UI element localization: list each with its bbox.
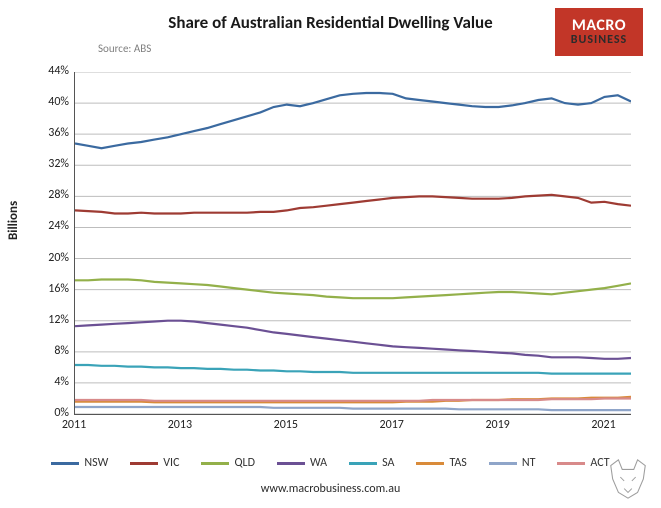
legend: NSW VIC QLD WA SA TAS NT ACT bbox=[0, 456, 661, 470]
legend-label: QLD bbox=[234, 456, 255, 470]
legend-label: SA bbox=[382, 456, 394, 470]
legend-item-qld: QLD bbox=[201, 456, 255, 470]
x-tick-label: 2021 bbox=[584, 418, 624, 432]
x-tick-label: 2013 bbox=[160, 418, 200, 432]
legend-swatch bbox=[201, 462, 229, 465]
logo-line-1: MACRO bbox=[572, 18, 626, 34]
y-tick-label: 44% bbox=[29, 64, 69, 78]
legend-item-vic: VIC bbox=[130, 456, 179, 470]
y-tick-label: 36% bbox=[29, 126, 69, 140]
y-tick-label: 40% bbox=[29, 95, 69, 109]
legend-label: NT bbox=[522, 456, 536, 470]
x-tick-label: 2017 bbox=[372, 418, 412, 432]
series-act bbox=[75, 399, 631, 401]
legend-label: NSW bbox=[84, 456, 108, 470]
chart-container: Share of Australian Residential Dwelling… bbox=[0, 0, 661, 508]
legend-item-tas: TAS bbox=[416, 456, 466, 470]
plot-area bbox=[74, 72, 631, 415]
y-tick-label: 8% bbox=[29, 344, 69, 358]
legend-swatch bbox=[277, 462, 305, 465]
x-tick-label: 2019 bbox=[478, 418, 518, 432]
legend-item-act: ACT bbox=[557, 456, 609, 470]
legend-item-nsw: NSW bbox=[51, 456, 108, 470]
y-tick-label: 4% bbox=[29, 375, 69, 389]
series-vic bbox=[75, 195, 631, 214]
y-tick-label: 24% bbox=[29, 219, 69, 233]
legend-swatch bbox=[416, 462, 444, 465]
y-tick-label: 20% bbox=[29, 251, 69, 265]
y-tick-label: 16% bbox=[29, 282, 69, 296]
y-tick-label: 28% bbox=[29, 188, 69, 202]
legend-item-wa: WA bbox=[277, 456, 327, 470]
legend-item-sa: SA bbox=[349, 456, 394, 470]
logo-macrobusiness: MACRO BUSINESS bbox=[555, 8, 643, 56]
series-sa bbox=[75, 365, 631, 374]
legend-label: VIC bbox=[163, 456, 179, 470]
legend-swatch bbox=[130, 462, 158, 465]
y-axis-label: Billions bbox=[6, 201, 21, 240]
legend-swatch bbox=[51, 462, 79, 465]
legend-item-nt: NT bbox=[489, 456, 536, 470]
website-url: www.macrobusiness.com.au bbox=[0, 482, 661, 496]
series-wa bbox=[75, 321, 631, 359]
source-label: Source: ABS bbox=[98, 42, 151, 55]
x-tick-label: 2015 bbox=[266, 418, 306, 432]
series-nt bbox=[75, 407, 631, 410]
wolf-icon bbox=[605, 456, 651, 502]
x-tick-label: 2011 bbox=[54, 418, 94, 432]
series-qld bbox=[75, 280, 631, 299]
legend-swatch bbox=[349, 462, 377, 465]
legend-label: WA bbox=[310, 456, 327, 470]
plot-svg bbox=[75, 72, 631, 414]
series-nsw bbox=[75, 93, 631, 148]
legend-label: TAS bbox=[449, 456, 466, 470]
y-tick-label: 32% bbox=[29, 157, 69, 171]
legend-swatch bbox=[489, 462, 517, 465]
logo-line-2: BUSINESS bbox=[571, 34, 627, 46]
legend-swatch bbox=[557, 462, 585, 465]
y-tick-label: 12% bbox=[29, 313, 69, 327]
